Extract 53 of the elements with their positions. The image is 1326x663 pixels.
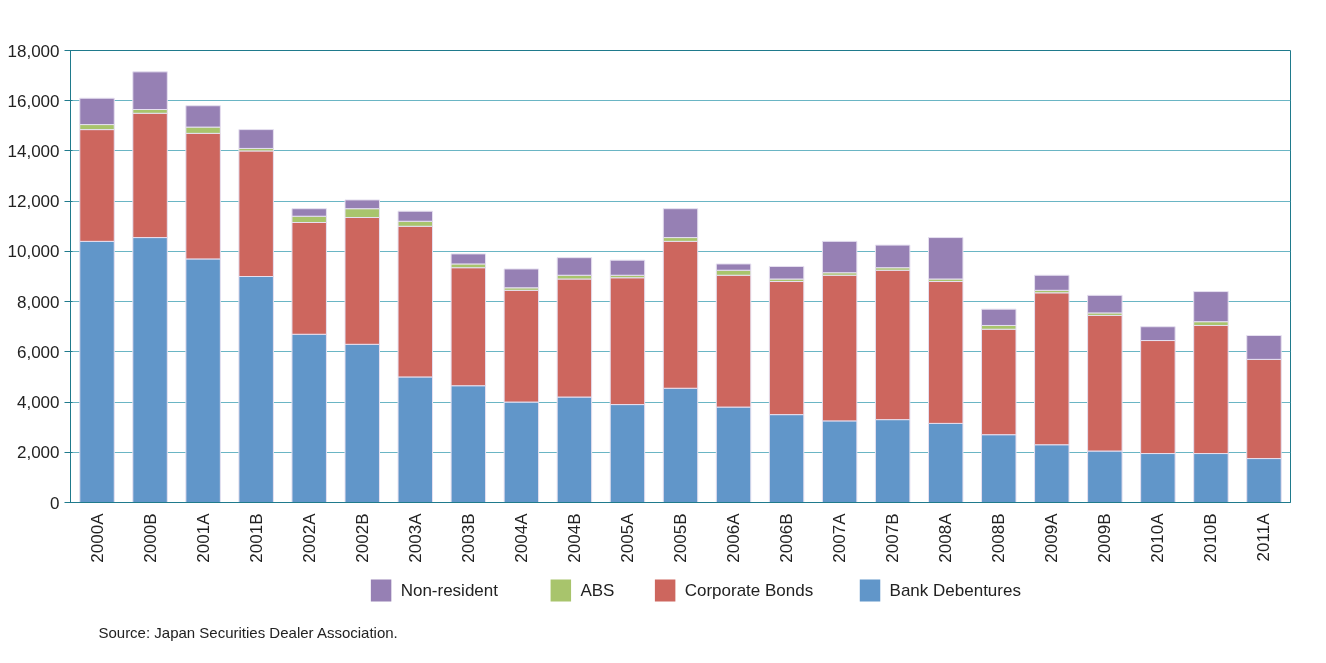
bar (821, 240, 858, 274)
x-tick-label: 2008A (936, 512, 956, 563)
bar (79, 97, 115, 126)
x-tick-label: 2010B (1201, 513, 1221, 563)
x-tick-label: 2009A (1042, 512, 1062, 563)
x-tick-label: 2002A (299, 512, 319, 563)
y-tick-label: 4,000 (16, 393, 60, 413)
y-tick-label: 0 (50, 493, 60, 513)
y-tick-label: 12,000 (7, 192, 60, 212)
x-tick-label: 2010A (1148, 512, 1168, 563)
x-tick-label: 2011A (1254, 512, 1274, 562)
bar (556, 257, 593, 276)
bar (1193, 291, 1229, 323)
y-tick-label: 14,000 (7, 141, 60, 161)
legend-label: Corporate Bonds (684, 581, 814, 600)
x-tick-label: 2007B (883, 513, 903, 563)
bar (874, 244, 911, 269)
bar (503, 268, 540, 289)
legend-label: ABS (580, 581, 615, 600)
x-tick-label: 2006B (777, 513, 797, 563)
x-tick-label: 2006A (724, 512, 744, 563)
y-tick-label: 16,000 (7, 91, 60, 111)
x-tick-label: 2005B (671, 513, 690, 563)
bar (981, 308, 1017, 326)
bar (609, 259, 646, 276)
bar (450, 253, 487, 265)
legend-label: Non-resident (400, 581, 499, 600)
bar (238, 129, 274, 149)
x-tick-label: 2008B (989, 513, 1009, 563)
bar (662, 208, 699, 239)
x-tick-label: 2000A (87, 512, 107, 563)
y-tick-label: 8,000 (16, 292, 60, 312)
x-tick-label: 2002B (352, 513, 372, 563)
x-tick-label: 2003A (405, 512, 425, 563)
x-tick-label: 2001A (193, 512, 213, 563)
y-tick-label: 6,000 (16, 342, 60, 362)
y-tick-label: 18,000 (7, 41, 60, 61)
bar (927, 237, 964, 280)
source-note: Source: Japan Securities Dealer Association. (98, 624, 398, 641)
bar (132, 71, 168, 111)
bar (1034, 274, 1070, 291)
x-tick-label: 2004B (564, 513, 584, 563)
bar (768, 265, 805, 280)
x-tick-label: 2000B (140, 513, 160, 563)
x-tick-label: 2009B (1095, 513, 1115, 563)
y-tick-label: 10,000 (7, 242, 60, 262)
x-tick-label: 2001B (246, 513, 266, 563)
x-tick-label: 2004A (511, 512, 531, 563)
x-tick-label: 2005A (617, 512, 637, 563)
y-tick-label: 2,000 (16, 443, 60, 463)
legend-label: Bank Debentures (889, 581, 1021, 600)
x-tick-label: 2003B (458, 513, 478, 563)
x-tick-label: 2007A (830, 512, 850, 563)
